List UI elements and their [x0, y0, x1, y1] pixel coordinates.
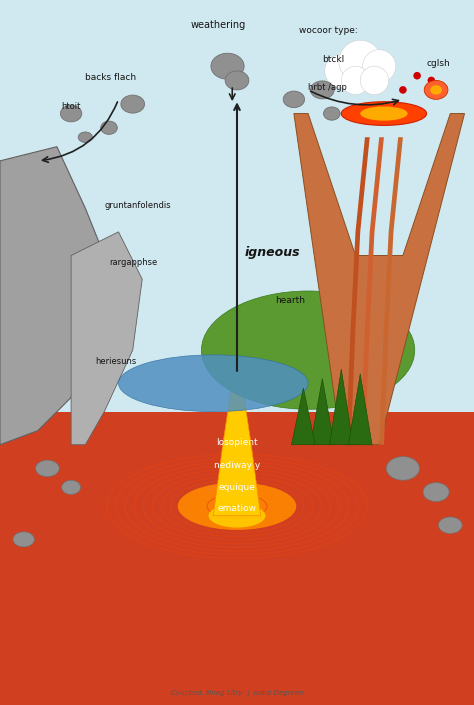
Text: igneous: igneous — [244, 245, 300, 259]
Text: weathering: weathering — [191, 20, 246, 30]
Ellipse shape — [424, 80, 448, 99]
Circle shape — [352, 67, 359, 75]
Ellipse shape — [201, 291, 415, 410]
Ellipse shape — [209, 504, 265, 527]
FancyBboxPatch shape — [0, 0, 474, 445]
Polygon shape — [0, 147, 104, 445]
Text: backs flach: backs flach — [85, 73, 137, 82]
Ellipse shape — [283, 91, 305, 108]
Text: nediway y: nediway y — [214, 462, 260, 470]
Polygon shape — [310, 379, 334, 445]
Ellipse shape — [386, 457, 419, 480]
Ellipse shape — [310, 81, 334, 99]
Ellipse shape — [360, 106, 408, 121]
Ellipse shape — [211, 54, 244, 79]
Polygon shape — [213, 350, 261, 516]
Polygon shape — [329, 369, 353, 445]
Text: ematiow: ematiow — [218, 504, 256, 513]
Text: equique: equique — [219, 483, 255, 491]
Ellipse shape — [225, 71, 249, 90]
Polygon shape — [346, 137, 370, 445]
Text: Cyucbed. Nneg Litry  |  Ioibd Degreen: Cyucbed. Nneg Litry | Ioibd Degreen — [171, 689, 303, 697]
Text: heriesuns: heriesuns — [95, 357, 136, 367]
Circle shape — [360, 66, 389, 94]
Circle shape — [366, 81, 374, 89]
Ellipse shape — [178, 483, 296, 530]
Ellipse shape — [423, 483, 449, 501]
Text: hrbt /agp: hrbt /agp — [308, 83, 347, 92]
Ellipse shape — [62, 480, 81, 494]
Polygon shape — [348, 374, 372, 445]
Text: wocoor type:: wocoor type: — [299, 26, 357, 35]
Ellipse shape — [341, 102, 427, 125]
Ellipse shape — [324, 107, 340, 120]
Ellipse shape — [61, 105, 82, 122]
Ellipse shape — [430, 85, 442, 94]
Text: htoit: htoit — [62, 102, 81, 111]
Polygon shape — [0, 412, 474, 705]
Circle shape — [325, 54, 358, 87]
Circle shape — [428, 77, 435, 84]
Circle shape — [363, 49, 396, 82]
Ellipse shape — [78, 132, 92, 142]
Ellipse shape — [36, 460, 59, 477]
Text: gruntanfolendis: gruntanfolendis — [104, 201, 171, 210]
Ellipse shape — [13, 532, 35, 547]
Polygon shape — [379, 137, 403, 445]
Circle shape — [413, 72, 421, 80]
Polygon shape — [360, 137, 384, 445]
Ellipse shape — [121, 95, 145, 113]
Polygon shape — [71, 232, 142, 445]
Circle shape — [399, 86, 407, 94]
Circle shape — [341, 66, 370, 94]
Ellipse shape — [438, 517, 462, 534]
Polygon shape — [294, 114, 465, 445]
Text: hearth: hearth — [275, 296, 305, 305]
Text: rargapphse: rargapphse — [109, 258, 157, 267]
Text: losopient: losopient — [216, 438, 258, 447]
Text: btckl: btckl — [322, 54, 345, 63]
Circle shape — [339, 40, 382, 82]
Ellipse shape — [118, 355, 308, 412]
Text: cglsh: cglsh — [427, 59, 450, 68]
Polygon shape — [292, 388, 315, 445]
Ellipse shape — [100, 121, 118, 135]
